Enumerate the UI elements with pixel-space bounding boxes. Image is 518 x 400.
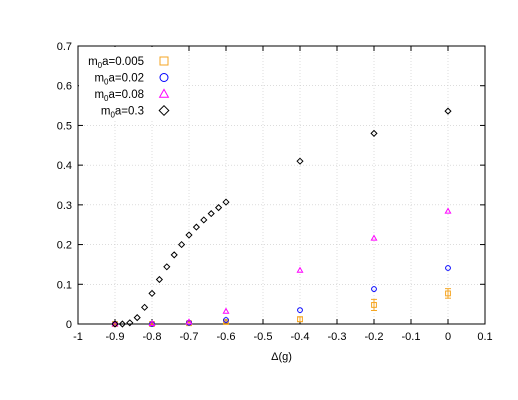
diamond-marker — [185, 231, 193, 239]
square-marker — [371, 302, 377, 308]
y-tick-label: 0.1 — [57, 279, 72, 291]
x-tick-label: -0.6 — [217, 331, 236, 343]
diamond-marker — [215, 204, 223, 212]
diamond-marker — [207, 210, 215, 218]
triangle-marker — [111, 320, 119, 327]
diamond-marker — [118, 320, 126, 328]
triangle-marker — [444, 207, 452, 214]
legend-background — [79, 47, 183, 121]
series-diamond — [111, 107, 452, 328]
legend-label: m0a=0.005 — [88, 56, 144, 70]
plot-frame — [77, 45, 486, 325]
diamond-marker — [170, 251, 178, 259]
circle-marker — [371, 286, 377, 292]
triangle-marker — [222, 307, 230, 314]
diamond-marker — [192, 223, 200, 231]
triangle-marker — [148, 319, 156, 327]
x-tick-label: -0.4 — [291, 331, 310, 343]
legend-label: m0a=0.08 — [94, 89, 144, 103]
x-tick-label: -0.5 — [254, 331, 273, 343]
legend-label: m0a=0.02 — [94, 73, 144, 87]
y-tick-label: 0.4 — [57, 160, 72, 172]
x-tick-label: -0.8 — [143, 331, 162, 343]
y-tick-label: 0.7 — [57, 41, 72, 53]
y-tick-label: 0 — [66, 319, 72, 331]
diamond-marker — [178, 240, 186, 249]
diamond-marker — [148, 289, 156, 298]
square-marker — [223, 319, 229, 325]
series-triangle — [111, 207, 452, 327]
x-tick-label: 0.1 — [477, 331, 492, 343]
legend: m0a=0.005 m0a=0.02 m0a=0.08 m0a=0.3 — [79, 47, 183, 121]
x-axis-label: Δ(g) — [271, 351, 292, 363]
x-tick-label: 0 — [445, 331, 451, 343]
diamond-marker — [444, 107, 452, 115]
diamond-marker — [111, 320, 119, 328]
x-tick-label: -1 — [73, 331, 83, 343]
data-points — [111, 107, 452, 328]
y-tick-label: 0.5 — [57, 120, 72, 132]
square-marker — [445, 290, 451, 297]
circle-marker — [297, 307, 303, 314]
diamond-marker — [222, 198, 230, 206]
square-marker — [297, 316, 303, 323]
y-tick-label: 0.6 — [57, 81, 72, 93]
diamond-marker — [126, 319, 134, 327]
diamond-marker — [200, 216, 208, 224]
diamond-marker — [158, 104, 170, 117]
diamond-marker — [163, 263, 171, 271]
x-tick-label: -0.9 — [106, 331, 125, 343]
x-tick-label: -0.3 — [328, 331, 347, 343]
circle-marker — [223, 317, 229, 323]
legend-label: m0a=0.3 — [101, 106, 144, 120]
square-marker — [159, 56, 169, 66]
diamond-marker — [155, 275, 163, 284]
y-tick-label: 0.3 — [57, 200, 72, 212]
circle-marker — [159, 73, 169, 82]
triangle-marker — [185, 318, 193, 325]
triangle-marker — [158, 88, 170, 98]
circle-marker — [445, 265, 451, 271]
diamond-marker — [296, 157, 304, 165]
x-tick-label: -0.2 — [365, 331, 384, 343]
diamond-marker — [370, 129, 378, 137]
y-tick-label: 0.2 — [57, 240, 72, 252]
x-tick-label: -0.7 — [180, 331, 199, 343]
x-tick-label: -0.1 — [402, 331, 421, 343]
diamond-marker — [141, 303, 149, 311]
grid-lines — [78, 46, 485, 324]
triangle-marker — [370, 234, 378, 241]
triangle-marker — [296, 266, 304, 273]
diamond-marker — [133, 314, 141, 322]
